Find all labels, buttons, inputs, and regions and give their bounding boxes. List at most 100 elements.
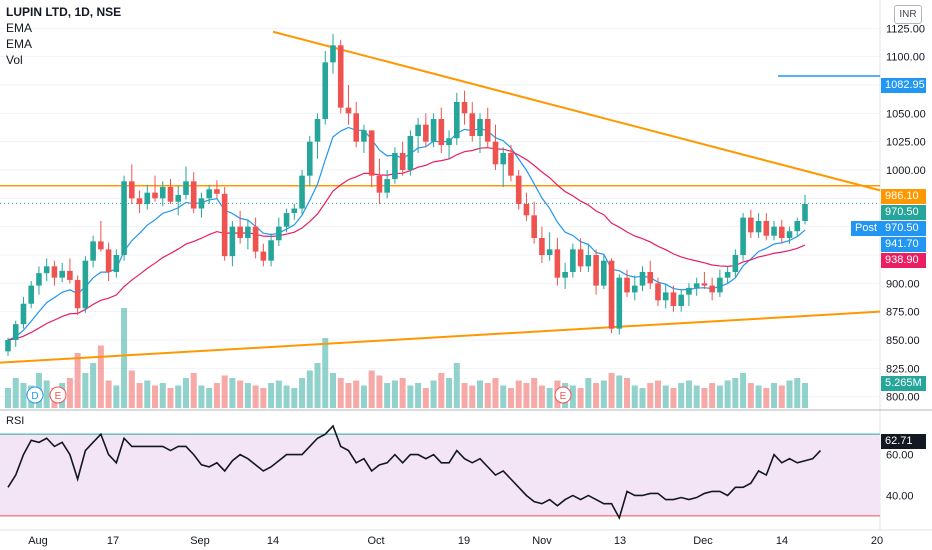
tag-last-close: 970.50 bbox=[881, 205, 926, 220]
candle-body bbox=[283, 213, 290, 227]
price-tick-label: 1100.00 bbox=[886, 52, 925, 64]
volume-bar bbox=[190, 373, 197, 408]
candle-body bbox=[732, 255, 739, 272]
volume-bar bbox=[314, 363, 321, 408]
volume-bar bbox=[747, 383, 754, 408]
candle-body bbox=[20, 303, 27, 325]
candle-body bbox=[252, 226, 259, 252]
volume-bar bbox=[693, 385, 700, 408]
candle-body bbox=[229, 226, 236, 257]
currency-badge[interactable]: INR bbox=[894, 5, 922, 24]
rsi-tick-label: 60.00 bbox=[886, 450, 914, 462]
volume-bar bbox=[399, 378, 406, 408]
time-tick-label: 19 bbox=[458, 535, 470, 547]
volume-bar bbox=[198, 385, 205, 408]
volume-bar bbox=[771, 383, 778, 408]
volume-bar bbox=[492, 378, 499, 408]
price-tick-label: 900.00 bbox=[886, 278, 920, 290]
volume-bar bbox=[593, 383, 600, 408]
candle-body bbox=[453, 102, 460, 139]
volume-bar bbox=[5, 388, 11, 408]
indicator-volume[interactable]: Vol bbox=[6, 53, 23, 67]
ema-fast-line bbox=[7, 126, 806, 341]
volume-bar bbox=[647, 383, 654, 408]
volume-bar bbox=[631, 385, 638, 408]
candle-body bbox=[438, 119, 445, 146]
candle-body bbox=[523, 204, 530, 216]
volume-bar bbox=[670, 388, 677, 408]
time-tick-label: Nov bbox=[532, 535, 552, 547]
indicator-ema-2[interactable]: EMA bbox=[6, 37, 33, 51]
candle-body bbox=[198, 198, 205, 209]
candle-body bbox=[260, 251, 267, 261]
candle-body bbox=[175, 194, 182, 202]
candle-body bbox=[740, 217, 746, 255]
volume-bar bbox=[283, 385, 290, 408]
candle-body bbox=[190, 181, 197, 209]
rsi-tick-label: 40.00 bbox=[886, 490, 914, 502]
candle-body bbox=[105, 249, 112, 272]
candle-body bbox=[639, 272, 646, 286]
candle-body bbox=[167, 187, 174, 202]
volume-bar bbox=[608, 373, 615, 408]
candle-body bbox=[245, 226, 251, 238]
candle-body bbox=[748, 217, 754, 233]
indicator-ema-1[interactable]: EMA bbox=[6, 21, 33, 35]
volume-bar bbox=[755, 385, 762, 408]
rsi-title[interactable]: RSI bbox=[6, 415, 25, 427]
candle-body bbox=[36, 273, 42, 286]
volume-bar bbox=[600, 380, 607, 408]
candle-body bbox=[276, 226, 282, 241]
candle-body bbox=[368, 130, 375, 176]
tag-volume: 5.265M bbox=[881, 376, 926, 391]
candle-body bbox=[778, 226, 785, 238]
time-tick-label: Sep bbox=[190, 535, 210, 547]
volume-bar bbox=[221, 375, 228, 408]
volume-bar bbox=[802, 383, 808, 408]
candle-body bbox=[121, 181, 127, 255]
time-tick-label: 13 bbox=[614, 535, 626, 547]
candle-body bbox=[136, 198, 143, 204]
candle-body bbox=[353, 113, 360, 142]
volume-bar bbox=[786, 380, 793, 408]
candle-body bbox=[299, 175, 305, 209]
volume-bar bbox=[159, 383, 166, 408]
tag-post-value: 970.50 bbox=[881, 221, 926, 236]
candle-body bbox=[159, 187, 166, 199]
volume-bar bbox=[306, 370, 313, 408]
volume-bar bbox=[523, 383, 530, 408]
volume-bar bbox=[268, 383, 275, 408]
candle-body bbox=[709, 285, 715, 293]
candle-body bbox=[724, 272, 731, 278]
candle-body bbox=[662, 292, 669, 301]
volume-bar bbox=[244, 383, 251, 408]
candle-body bbox=[477, 119, 483, 136]
symbol-title[interactable]: LUPIN LTD, 1D, NSE bbox=[6, 5, 122, 19]
candle-body bbox=[577, 249, 584, 267]
volume-bar bbox=[438, 373, 445, 408]
volume-bar bbox=[639, 388, 646, 408]
volume-bar bbox=[732, 378, 739, 408]
volume-bar bbox=[12, 378, 19, 408]
candle-body bbox=[306, 141, 313, 176]
candle-body bbox=[51, 266, 58, 278]
candle-body bbox=[430, 119, 437, 142]
candle-body bbox=[12, 324, 19, 340]
volume-bar bbox=[624, 378, 631, 408]
volume-bar bbox=[662, 385, 669, 408]
candle-body bbox=[647, 272, 654, 284]
candle-body bbox=[376, 175, 383, 193]
volume-bar bbox=[252, 385, 259, 408]
volume-bar bbox=[66, 378, 73, 408]
candle-body bbox=[113, 255, 120, 272]
tag-rsi: 62.71 bbox=[881, 434, 926, 449]
event-marker-icon bbox=[554, 386, 572, 404]
ema-slow-line bbox=[7, 147, 806, 341]
tag-ema-fast: 941.70 bbox=[881, 237, 926, 252]
volume-bar bbox=[709, 383, 716, 408]
candle-body bbox=[484, 119, 491, 142]
volume-bar bbox=[337, 378, 344, 408]
volume-bar bbox=[724, 380, 731, 408]
candle-body bbox=[515, 175, 522, 204]
